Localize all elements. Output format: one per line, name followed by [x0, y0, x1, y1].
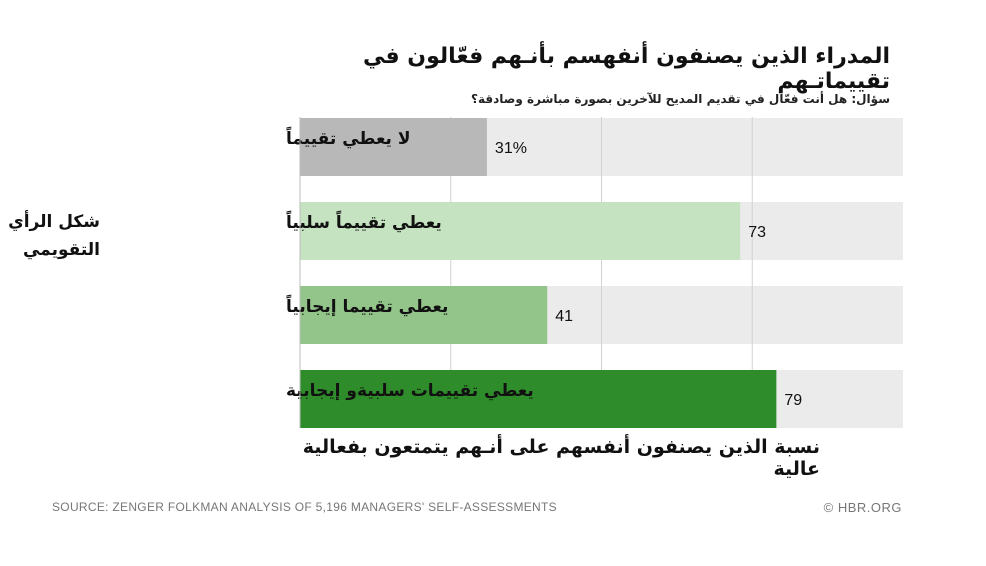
category-label: يعطي تقييمات سلبيةو إيجابية	[286, 381, 534, 401]
chart-subtitle: سؤال: هل أنت فعّال في تقديم المديح للآخر…	[471, 92, 890, 106]
bar	[300, 370, 777, 428]
category-label: لا يعطي تقييماً	[286, 125, 411, 149]
credit: © HBR.ORG	[823, 500, 902, 515]
category-label: يعطي تقييما إيجابياً	[286, 293, 449, 317]
bar	[300, 118, 487, 176]
category-label: يعطي تقييماً سلبياً	[286, 209, 442, 233]
bar	[300, 202, 741, 260]
bar-value-label: 79	[784, 392, 802, 409]
y-axis-label: شكل الرأي التقويمي	[8, 212, 100, 260]
chart-title: المدراء الذين يصنفون أنفهسم بأنـهم فعّال…	[362, 44, 890, 94]
bar-value-label: 41	[555, 308, 573, 325]
bar-value-label: 73	[748, 224, 766, 241]
source-note: SOURCE: ZENGER FOLKMAN ANALYSIS OF 5,196…	[52, 500, 557, 514]
bar	[300, 286, 548, 344]
bar-value-label: 31%	[495, 140, 527, 157]
x-axis-label: نسبة الذين يصنفون أنفسهم على أنـهم يتمتع…	[302, 436, 820, 480]
